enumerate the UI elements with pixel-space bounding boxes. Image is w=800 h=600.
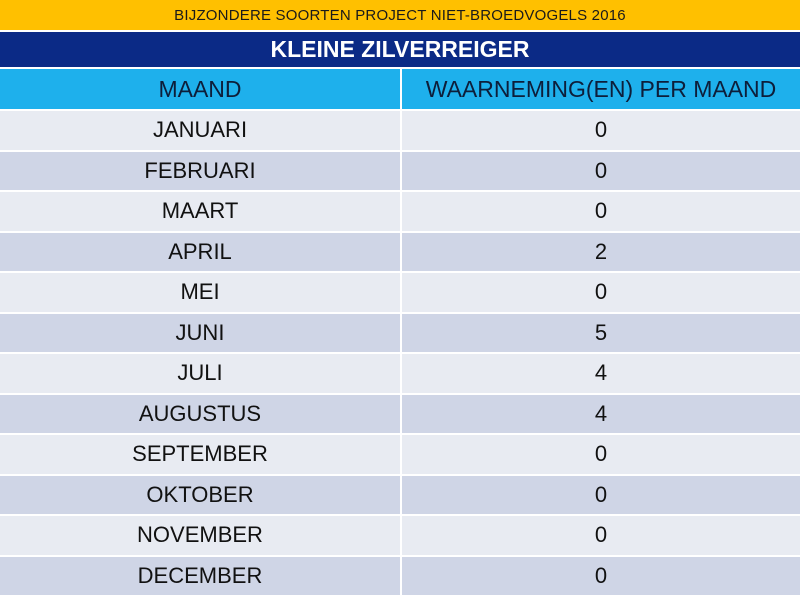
- month-cell: FEBRUARI: [0, 149, 402, 191]
- observation-count-cell: 0: [401, 149, 800, 191]
- observation-count-cell: 5: [401, 311, 800, 353]
- observation-count-cell: 0: [401, 271, 800, 313]
- month-cell: APRIL: [0, 230, 402, 272]
- species-title: KLEINE ZILVERREIGER: [0, 30, 800, 69]
- observation-count-cell: 0: [401, 109, 800, 151]
- observation-count-cell: 0: [401, 514, 800, 556]
- header-observations: WAARNEMING(EN) PER MAAND: [401, 69, 800, 110]
- observation-count-cell: 4: [401, 392, 800, 434]
- month-cell: OKTOBER: [0, 473, 402, 515]
- observation-count-cell: 4: [401, 352, 800, 394]
- table-row: DECEMBER 0: [0, 554, 800, 595]
- table-row: MAART 0: [0, 190, 800, 232]
- table-header-row: MAAND WAARNEMING(EN) PER MAAND: [0, 69, 800, 110]
- table-row: OKTOBER 0: [0, 473, 800, 515]
- month-cell: SEPTEMBER: [0, 433, 402, 475]
- month-cell: NOVEMBER: [0, 514, 402, 556]
- month-cell: AUGUSTUS: [0, 392, 402, 434]
- observation-count-cell: 0: [401, 433, 800, 475]
- observation-count-cell: 0: [401, 554, 800, 595]
- month-cell: JUNI: [0, 311, 402, 353]
- month-cell: JANUARI: [0, 109, 402, 151]
- month-cell: MEI: [0, 271, 402, 313]
- month-cell: MAART: [0, 190, 402, 232]
- table-row: AUGUSTUS 4: [0, 392, 800, 434]
- table-row: FEBRUARI 0: [0, 149, 800, 191]
- table-body: JANUARI 0 FEBRUARI 0 MAART 0 APRIL 2 MEI 0 JUNI 5 JU…: [0, 109, 800, 595]
- observations-table: MAAND WAARNEMING(EN) PER MAAND JANUARI 0 F…: [0, 69, 800, 595]
- table-row: NOVEMBER 0: [0, 514, 800, 556]
- header-month: MAAND: [0, 69, 402, 110]
- observation-count-cell: 0: [401, 473, 800, 515]
- table-row: JANUARI 0: [0, 109, 800, 151]
- table-row: JUNI 5: [0, 311, 800, 353]
- table-row: MEI 0: [0, 271, 800, 313]
- observation-count-cell: 0: [401, 190, 800, 232]
- table-row: JULI 4: [0, 352, 800, 394]
- table-row: SEPTEMBER 0: [0, 433, 800, 475]
- month-cell: DECEMBER: [0, 554, 402, 595]
- table-row: APRIL 2: [0, 230, 800, 272]
- month-cell: JULI: [0, 352, 402, 394]
- project-banner: BIJZONDERE SOORTEN PROJECT NIET-BROEDVOG…: [0, 0, 800, 30]
- observation-count-cell: 2: [401, 230, 800, 272]
